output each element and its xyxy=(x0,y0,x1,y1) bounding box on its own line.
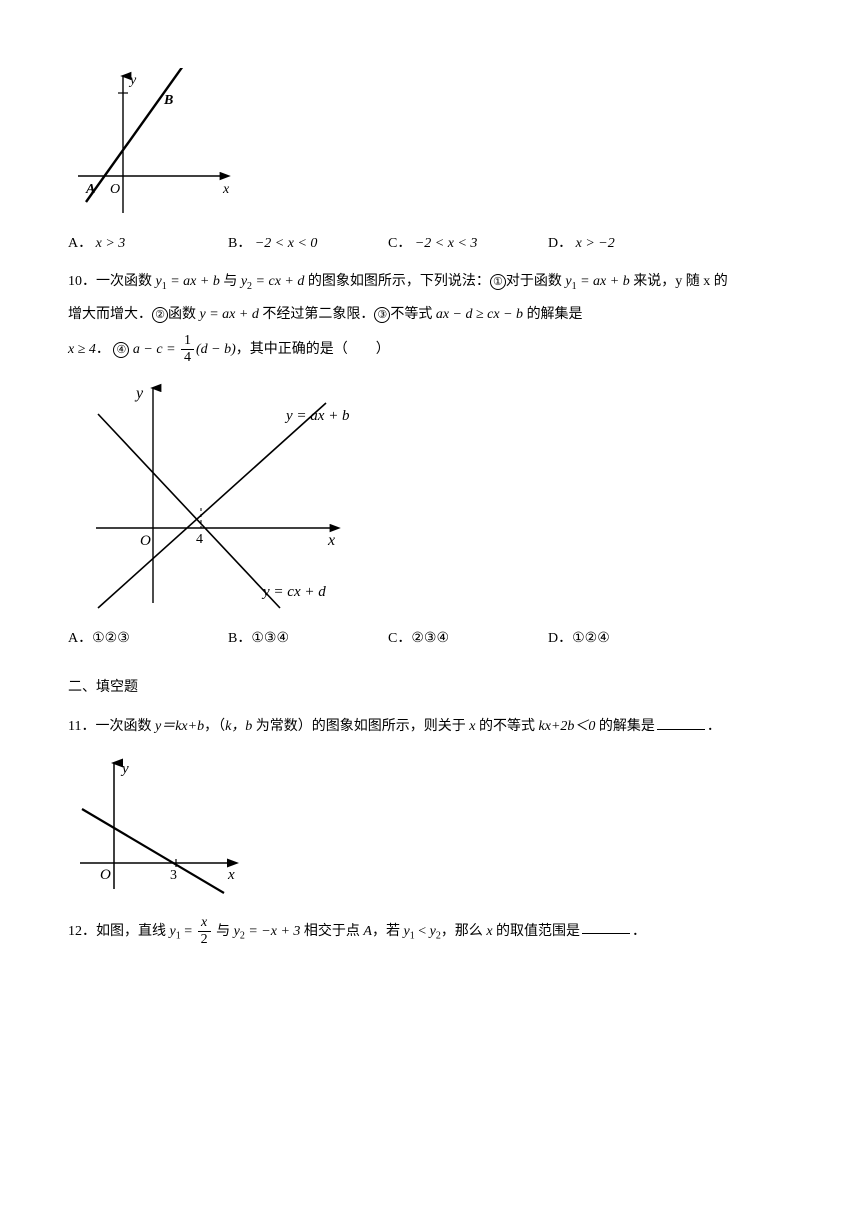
q9-option-a: A． x > 3 xyxy=(68,231,228,256)
section-2-title: 二、填空题 xyxy=(68,675,792,700)
question-10: 10．一次函数 y1 = ax + b 与 y2 = cx + d 的图象如图所… xyxy=(68,268,792,366)
q10-options: A．①②③ B．①③④ C．②③④ D．①②④ xyxy=(68,626,792,651)
svg-text:x: x xyxy=(222,182,230,197)
frac-1-4: 14 xyxy=(181,333,194,366)
circle-4: ④ xyxy=(113,342,129,358)
q9-option-b: B． −2 < x < 0 xyxy=(228,231,388,256)
q9-graph: y x O A B xyxy=(68,68,238,223)
q10-line3: x ≥ 4． ④ a − c = 14(d − b)，其中正确的是（ ） xyxy=(68,333,792,366)
svg-text:y = ax + b: y = ax + b xyxy=(284,408,350,424)
svg-text:3: 3 xyxy=(170,868,177,883)
q9-option-d: D． x > −2 xyxy=(548,231,708,256)
svg-text:y: y xyxy=(134,385,144,402)
svg-text:y = cx + d: y = cx + d xyxy=(261,584,326,600)
figure-q10: y x O 4 y = ax + b y = cx + d xyxy=(68,378,792,618)
q12-line1: 12．如图，直线 y1 = x2 与 y2 = −x + 3 相交于点 A，若 … xyxy=(68,915,792,948)
q10-option-d: D．①②④ xyxy=(548,626,708,651)
q10-option-c: C．②③④ xyxy=(388,626,548,651)
circle-1: ① xyxy=(490,274,506,290)
svg-text:y: y xyxy=(128,73,137,88)
q11-blank xyxy=(657,729,705,730)
svg-text:y: y xyxy=(120,761,129,777)
svg-text:O: O xyxy=(100,867,111,883)
svg-text:A: A xyxy=(85,182,95,197)
svg-text:4: 4 xyxy=(196,532,203,547)
svg-text:O: O xyxy=(140,533,151,549)
q11-graph: y x O 3 xyxy=(68,753,248,903)
svg-text:B: B xyxy=(163,93,173,108)
q10-option-a: A．①②③ xyxy=(68,626,228,651)
q11-line1: 11．一次函数 y＝kx+b，（k，b 为常数）的图象如图所示，则关于 x 的不… xyxy=(68,713,792,741)
svg-text:x: x xyxy=(327,532,335,549)
q10-line2: 增大而增大．②函数 y = ax + d 不经过第二象限．③不等式 ax − d… xyxy=(68,301,792,329)
figure-q9: y x O A B xyxy=(68,68,792,223)
question-11: 11．一次函数 y＝kx+b，（k，b 为常数）的图象如图所示，则关于 x 的不… xyxy=(68,713,792,741)
q9-options: A． x > 3 B． −2 < x < 0 C． −2 < x < 3 D． … xyxy=(68,231,792,256)
circle-2: ② xyxy=(152,307,168,323)
svg-text:x: x xyxy=(227,867,235,883)
q12-blank xyxy=(582,933,630,934)
frac-x-2: x2 xyxy=(198,915,211,948)
figure-q11: y x O 3 xyxy=(68,753,792,903)
circle-3: ③ xyxy=(374,307,390,323)
q10-graph: y x O 4 y = ax + b y = cx + d xyxy=(68,378,368,618)
svg-text:O: O xyxy=(110,182,120,197)
q9-option-c: C． −2 < x < 3 xyxy=(388,231,548,256)
question-12: 12．如图，直线 y1 = x2 与 y2 = −x + 3 相交于点 A，若 … xyxy=(68,915,792,948)
q10-option-b: B．①③④ xyxy=(228,626,388,651)
q10-line1: 10．一次函数 y1 = ax + b 与 y2 = cx + d 的图象如图所… xyxy=(68,268,792,297)
